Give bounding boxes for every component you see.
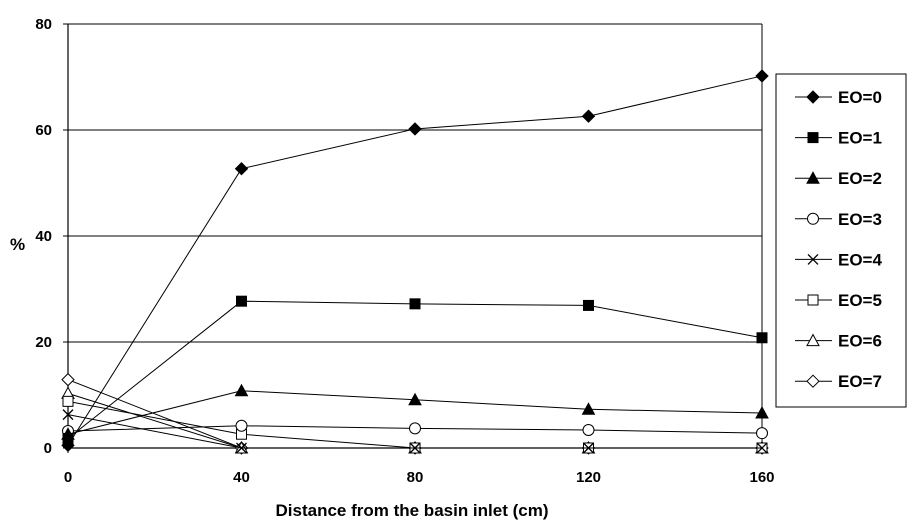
data-point-eo-1-x40	[236, 295, 247, 307]
data-point-eo-4-x40	[236, 442, 247, 454]
x-tick-label-80: 80	[407, 469, 424, 486]
x-tick-label-0: 0	[64, 469, 72, 486]
legend-item-eo-0: EO=0	[795, 88, 882, 107]
series-eo-1	[62, 295, 768, 444]
y-tick-label-60: 60	[35, 122, 52, 139]
data-point-eo-3-x160	[756, 427, 768, 440]
y-tick-labels: 0 20 40 60 80	[35, 16, 52, 457]
legend-marker-eo-1	[807, 132, 819, 144]
legend-label-eo-3: EO=3	[838, 210, 882, 229]
legend-box	[775, 73, 907, 408]
data-point-eo-3-x120	[582, 423, 595, 436]
legend-label-eo-5: EO=5	[838, 291, 882, 310]
legend-marker-eo-3	[807, 212, 819, 225]
legend-marker-eo-4	[807, 253, 819, 265]
legend-marker-eo-0	[806, 90, 820, 104]
series-eo-3	[62, 419, 768, 440]
data-point-eo-5-x0	[62, 395, 74, 407]
legend-label-eo-0: EO=0	[838, 88, 882, 107]
legend-item-eo-5: EO=5	[795, 291, 882, 310]
data-point-eo-0-x0	[61, 438, 75, 453]
legend-label-eo-2: EO=2	[838, 169, 882, 188]
legend-marker-eo-7	[806, 374, 820, 388]
series-eo-0	[61, 69, 769, 453]
legend-item-eo-6: EO=6	[795, 332, 882, 351]
legend-item-eo-7: EO=7	[795, 372, 882, 391]
data-point-eo-4-x80	[409, 442, 421, 454]
y-tick-label-80: 80	[35, 16, 52, 33]
axes	[63, 23, 763, 453]
y-tick-label-40: 40	[35, 228, 52, 245]
legend-label-eo-6: EO=6	[838, 332, 882, 351]
legend-item-eo-4: EO=4	[795, 250, 882, 269]
legend-marker-eo-5	[807, 294, 819, 306]
data-point-eo-0-x160	[755, 69, 769, 83]
data-point-eo-0-x40	[234, 161, 249, 176]
y-tick-label-20: 20	[35, 334, 52, 351]
data-point-eo-3-x40	[235, 419, 248, 432]
data-point-eo-2-x80	[408, 392, 422, 406]
x-tick-label-40: 40	[233, 469, 250, 486]
legend-marker-eo-2	[806, 171, 820, 184]
x-axis-label: Distance from the basin inlet (cm)	[276, 501, 549, 520]
data-point-eo-3-x80	[409, 422, 421, 435]
data-point-eo-2-x160	[755, 405, 769, 419]
series-line-eo-7	[67, 379, 762, 449]
gridlines	[68, 23, 762, 343]
data-point-eo-1-x120	[583, 299, 594, 311]
legend-item-eo-2: EO=2	[795, 169, 882, 188]
x-tick-labels: 0 40 80 120 160	[64, 469, 775, 486]
legend-label-eo-7: EO=7	[838, 372, 882, 391]
data-point-eo-4-x120	[583, 442, 594, 454]
legend-label-eo-4: EO=4	[838, 250, 882, 269]
data-point-eo-2-x120	[581, 402, 596, 415]
legend-item-eo-1: EO=1	[795, 129, 882, 148]
y-axis-label: %	[10, 235, 25, 254]
data-point-eo-1-x80	[409, 298, 421, 310]
x-tick-label-160: 160	[749, 469, 774, 486]
data-point-eo-1-x160	[756, 332, 768, 344]
data-point-eo-7-x0	[61, 372, 75, 387]
data-point-eo-2-x40	[234, 383, 249, 397]
series-group	[61, 69, 769, 455]
series-line-eo-1	[67, 300, 763, 439]
legend: EO=0 EO=1 EO=2 EO=3 EO=4 EO=5 EO=6 EO=7	[775, 73, 907, 408]
legend-label-eo-1: EO=1	[838, 129, 882, 148]
x-tick-label-120: 120	[576, 469, 601, 486]
data-point-eo-4-x160	[756, 442, 768, 454]
y-tick-label-0: 0	[44, 440, 52, 457]
data-point-eo-0-x80	[408, 122, 422, 136]
series-eo-4	[62, 409, 768, 454]
data-point-eo-4-x0	[62, 409, 74, 421]
legend-item-eo-3: EO=3	[795, 210, 882, 229]
legend-marker-eo-6	[806, 333, 820, 347]
data-point-eo-0-x120	[581, 109, 596, 123]
